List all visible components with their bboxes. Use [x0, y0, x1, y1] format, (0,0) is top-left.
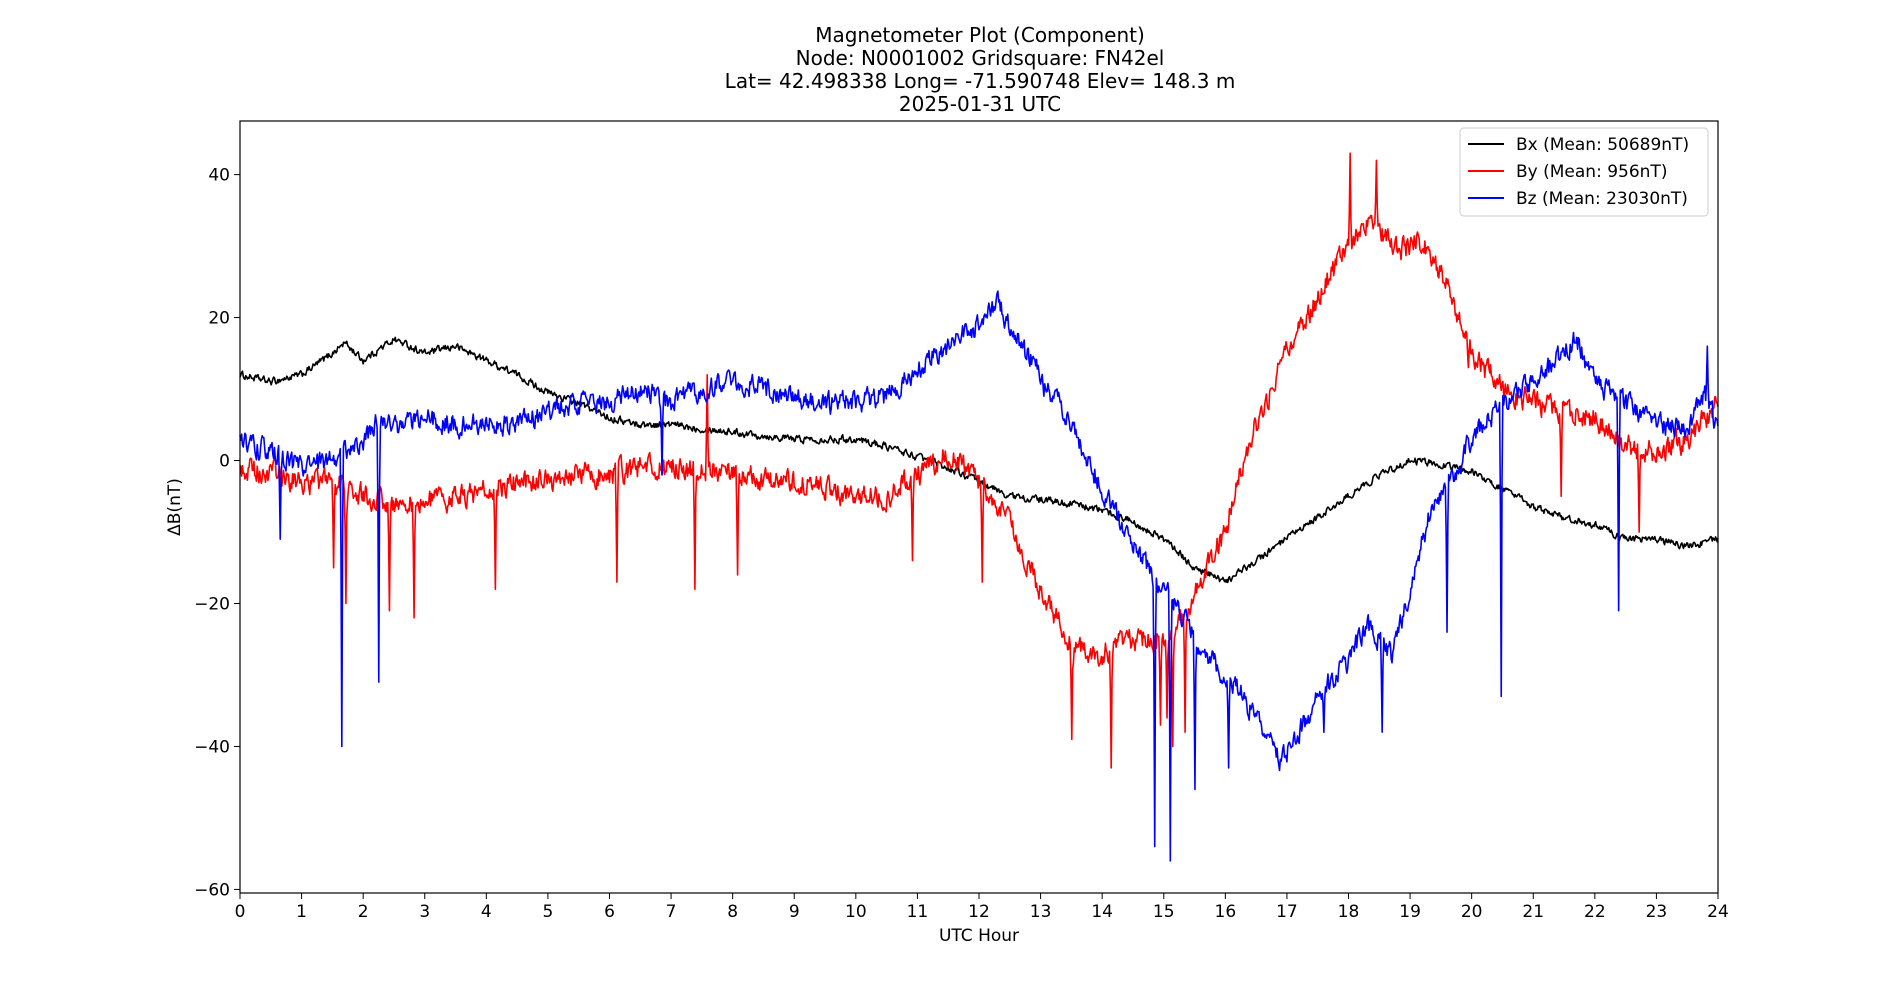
x-tick-label: 17	[1276, 902, 1298, 922]
x-tick-label: 11	[907, 902, 929, 922]
series-line-bx	[239, 336, 1719, 584]
x-tick-label: 24	[1707, 902, 1729, 922]
legend-label-bx: Bx (Mean: 50689nT)	[1516, 135, 1689, 155]
x-tick-label: 1	[296, 902, 307, 922]
legend-label-by: By (Mean: 956nT)	[1516, 162, 1667, 182]
x-tick-label: 21	[1522, 902, 1544, 922]
title-line-2: Node: N0001002 Gridsquare: FN42el	[796, 46, 1165, 70]
x-tick-label: 2	[358, 902, 369, 922]
y-tick-label: 40	[208, 166, 230, 186]
plot-frame	[239, 120, 1719, 894]
series-line-by	[239, 152, 1719, 769]
chart-title: Magnetometer Plot (Component) Node: N000…	[725, 23, 1236, 116]
x-tick-label: 23	[1646, 902, 1668, 922]
x-tick-label: 18	[1338, 902, 1360, 922]
x-tick-label: 19	[1399, 902, 1421, 922]
y-tick-label: −40	[194, 737, 230, 757]
x-tick-label: 7	[666, 902, 677, 922]
x-tick-label: 14	[1091, 902, 1113, 922]
x-tick-label: 22	[1584, 902, 1606, 922]
x-tick-label: 0	[235, 902, 246, 922]
x-tick-label: 13	[1030, 902, 1052, 922]
legend-label-bz: Bz (Mean: 23030nT)	[1516, 189, 1688, 209]
y-tick-label: 20	[208, 309, 230, 329]
title-line-4: 2025-01-31 UTC	[899, 92, 1061, 116]
x-tick-label: 5	[543, 902, 554, 922]
series-group	[239, 152, 1719, 862]
x-axis-label: UTC Hour	[939, 926, 1019, 946]
title-line-3: Lat= 42.498338 Long= -71.590748 Elev= 14…	[725, 69, 1236, 93]
x-tick-label: 8	[727, 902, 738, 922]
y-tick-label: −20	[194, 595, 230, 615]
x-tick-label: 9	[789, 902, 800, 922]
series-line-bz	[239, 290, 1719, 862]
x-tick-label: 4	[481, 902, 492, 922]
x-tick-label: 6	[604, 902, 615, 922]
y-axis-ticks: 40 20 0 −20 −40 −60	[194, 166, 240, 900]
x-axis-ticks: 0 1 2 3 4 5 6 7 8 9 10 11 12 13 14 15 16 17 18 19 20 21 22 23 24	[235, 893, 1729, 922]
y-tick-label: −60	[194, 880, 230, 900]
y-tick-label: 0	[219, 452, 230, 472]
legend-box	[1459, 127, 1709, 217]
x-tick-label: 15	[1153, 902, 1175, 922]
x-tick-label: 10	[845, 902, 867, 922]
legend: Bx (Mean: 50689nT) By (Mean: 956nT) Bz (…	[1459, 127, 1709, 217]
x-tick-label: 16	[1215, 902, 1237, 922]
x-tick-label: 3	[419, 902, 430, 922]
x-tick-label: 12	[968, 902, 990, 922]
title-line-1: Magnetometer Plot (Component)	[815, 23, 1145, 47]
x-tick-label: 20	[1461, 902, 1483, 922]
y-axis-label: ΔB(nT)	[165, 478, 185, 536]
